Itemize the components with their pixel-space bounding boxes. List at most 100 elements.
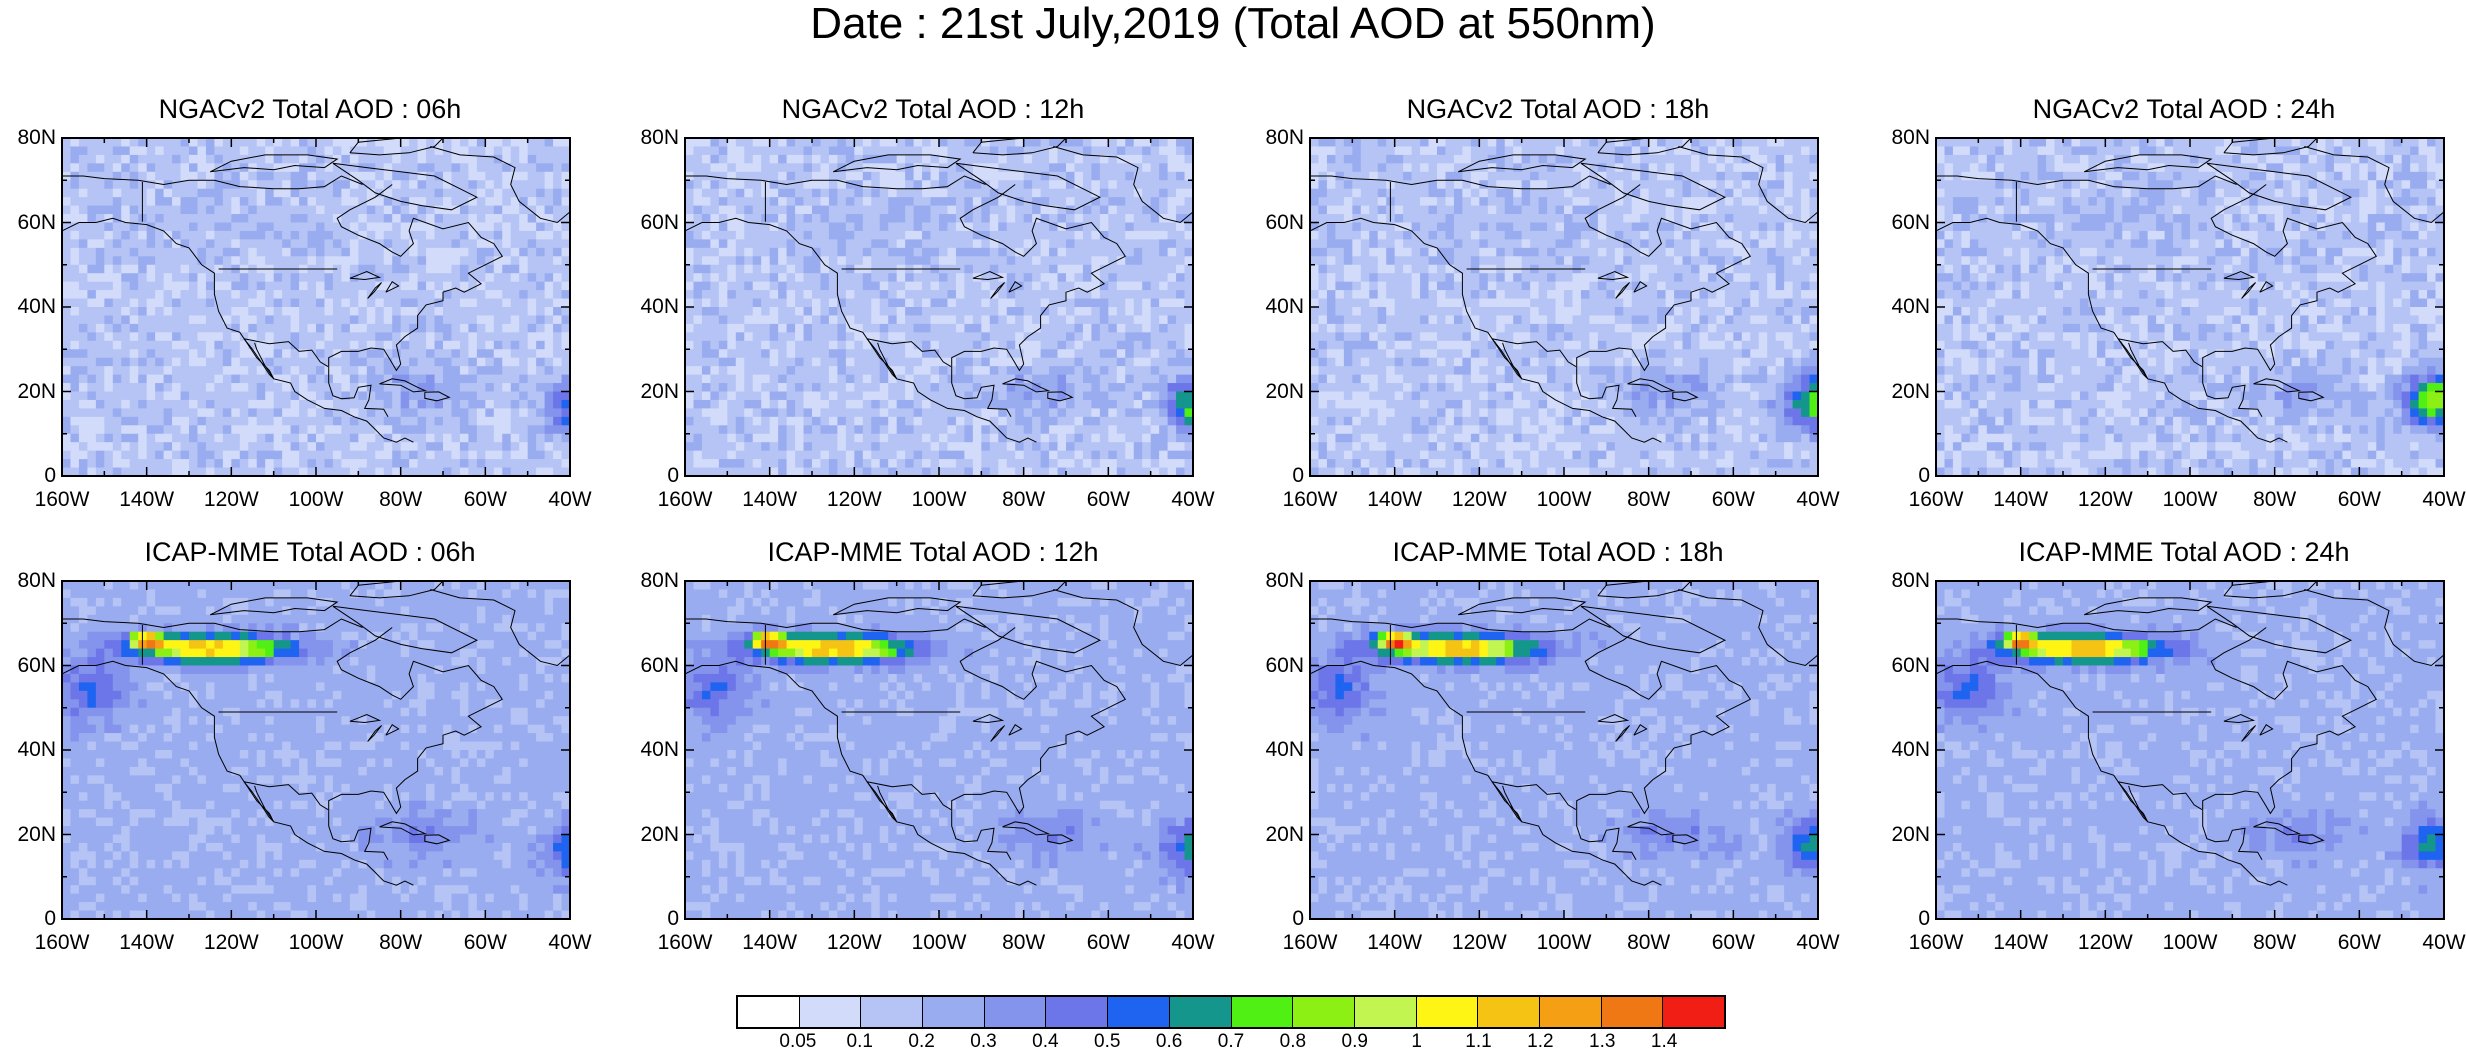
coastlines — [684, 137, 1194, 443]
coastlines — [61, 580, 571, 886]
lon-label: 100W — [911, 488, 967, 511]
lat-label: 0 — [44, 464, 56, 487]
aod-map — [684, 137, 1194, 477]
lat-label: 20N — [17, 379, 56, 403]
colorbar-box — [1478, 997, 1540, 1027]
aod-field — [1310, 581, 1819, 920]
lon-label: 40W — [548, 488, 592, 511]
lat-label: 60N — [1891, 210, 1930, 234]
lat-label: 20N — [1265, 379, 1304, 403]
lat-label: 0 — [1918, 464, 1930, 487]
colorbar-box — [1601, 997, 1664, 1027]
colorbar-label: 0.8 — [1279, 1031, 1307, 1052]
lon-label: 60W — [1711, 931, 1755, 954]
lat-label: 80N — [17, 569, 56, 592]
colorbar-label: 0.9 — [1341, 1031, 1368, 1052]
lat-label: 80N — [1891, 126, 1930, 149]
lon-label: 120W — [1451, 488, 1507, 511]
panel-title: ICAP-MME Total AOD : 24h — [2018, 537, 2350, 567]
lat-label: 40N — [17, 295, 56, 318]
lon-label: 60W — [463, 488, 507, 511]
lat-label: 40N — [640, 738, 679, 761]
axis-ticks — [684, 580, 1194, 920]
lon-label: 40W — [1171, 488, 1215, 511]
lat-label: 80N — [17, 126, 56, 149]
lat-label: 0 — [44, 907, 56, 930]
colorbar-label: 0.6 — [1155, 1031, 1183, 1052]
colorbar-box — [1539, 997, 1602, 1027]
colorbar-box — [1293, 997, 1355, 1027]
coastlines — [684, 580, 1194, 886]
lon-label: 140W — [1367, 931, 1423, 954]
lon-label: 160W — [657, 931, 713, 954]
colorbar-box — [923, 997, 985, 1027]
lon-label: 160W — [34, 931, 90, 954]
lat-label: 0 — [1292, 907, 1304, 930]
lat-label: 40N — [1265, 295, 1304, 318]
lon-label: 160W — [34, 488, 90, 511]
lat-label: 0 — [1918, 907, 1930, 930]
lat-label: 20N — [640, 379, 679, 403]
aod-field — [1310, 138, 1819, 477]
lon-label: 80W — [2253, 931, 2297, 954]
lat-label: 60N — [640, 210, 679, 234]
colorbar-box — [1663, 997, 1724, 1027]
lon-label: 160W — [1908, 488, 1964, 511]
lon-label: 60W — [1086, 488, 1130, 511]
axis-ticks — [1309, 137, 1819, 477]
axis-ticks — [61, 580, 571, 920]
colorbar-box — [1416, 997, 1479, 1027]
lat-label: 80N — [640, 569, 679, 592]
lon-label: 120W — [2077, 931, 2133, 954]
lon-label: 100W — [1536, 931, 1592, 954]
lon-label: 40W — [1796, 488, 1840, 511]
lon-label: 140W — [119, 488, 175, 511]
lat-label: 80N — [1265, 569, 1304, 592]
lon-label: 100W — [1536, 488, 1592, 511]
map-panel-4: NGACv2 Total AOD : 24h 80N 60N 40N 20N 0 160W 1… — [1874, 90, 2466, 560]
colorbar-label: 1.3 — [1589, 1031, 1616, 1052]
lat-label: 20N — [640, 822, 679, 846]
colorbar-box — [738, 997, 800, 1027]
lon-label: 100W — [2162, 488, 2218, 511]
coastlines — [1935, 137, 2445, 443]
panel-title: ICAP-MME Total AOD : 12h — [767, 537, 1099, 567]
lon-label: 120W — [1451, 931, 1507, 954]
lat-label: 40N — [1891, 295, 1930, 318]
lon-label: 60W — [463, 931, 507, 954]
lon-label: 140W — [1993, 931, 2049, 954]
axis-ticks — [1309, 580, 1819, 920]
lon-label: 60W — [2337, 931, 2381, 954]
aod-map — [61, 580, 571, 920]
colorbar-label: 1.4 — [1650, 1031, 1678, 1052]
aod-field — [685, 581, 1194, 920]
lat-label: 40N — [1265, 738, 1304, 761]
figure-title: Date : 21st July,2019 (Total AOD at 550n… — [810, 0, 1656, 48]
lon-label: 40W — [548, 931, 592, 954]
lon-label: 40W — [1171, 931, 1215, 954]
axis-ticks — [684, 137, 1194, 477]
colorbar-label: 0.4 — [1032, 1031, 1059, 1052]
coastlines — [1309, 580, 1819, 886]
lat-label: 60N — [640, 653, 679, 677]
panel-title: NGACv2 Total AOD : 12h — [781, 94, 1085, 124]
panel-title: ICAP-MME Total AOD : 18h — [1392, 537, 1724, 567]
colorbar-label: 0.1 — [846, 1031, 873, 1052]
lon-label: 80W — [2253, 488, 2297, 511]
lon-label: 60W — [1711, 488, 1755, 511]
lat-label: 40N — [17, 738, 56, 761]
lon-label: 100W — [2162, 931, 2218, 954]
lat-label: 20N — [1891, 379, 1930, 403]
colorbar-box — [984, 997, 1047, 1027]
lon-label: 140W — [1993, 488, 2049, 511]
colorbar-box — [1169, 997, 1232, 1027]
colorbar-label: 0.5 — [1094, 1031, 1121, 1052]
aod-map — [684, 580, 1194, 920]
lon-label: 120W — [203, 488, 259, 511]
lat-label: 0 — [667, 464, 679, 487]
colorbar-label: 0.7 — [1217, 1031, 1245, 1052]
colorbar-label: 0.3 — [970, 1031, 997, 1052]
map-panel-7: ICAP-MME Total AOD : 18h 80N 60N 40N 20N 0 160… — [1248, 533, 1868, 1003]
lon-label: 40W — [1796, 931, 1840, 954]
aod-field — [1936, 581, 2445, 920]
